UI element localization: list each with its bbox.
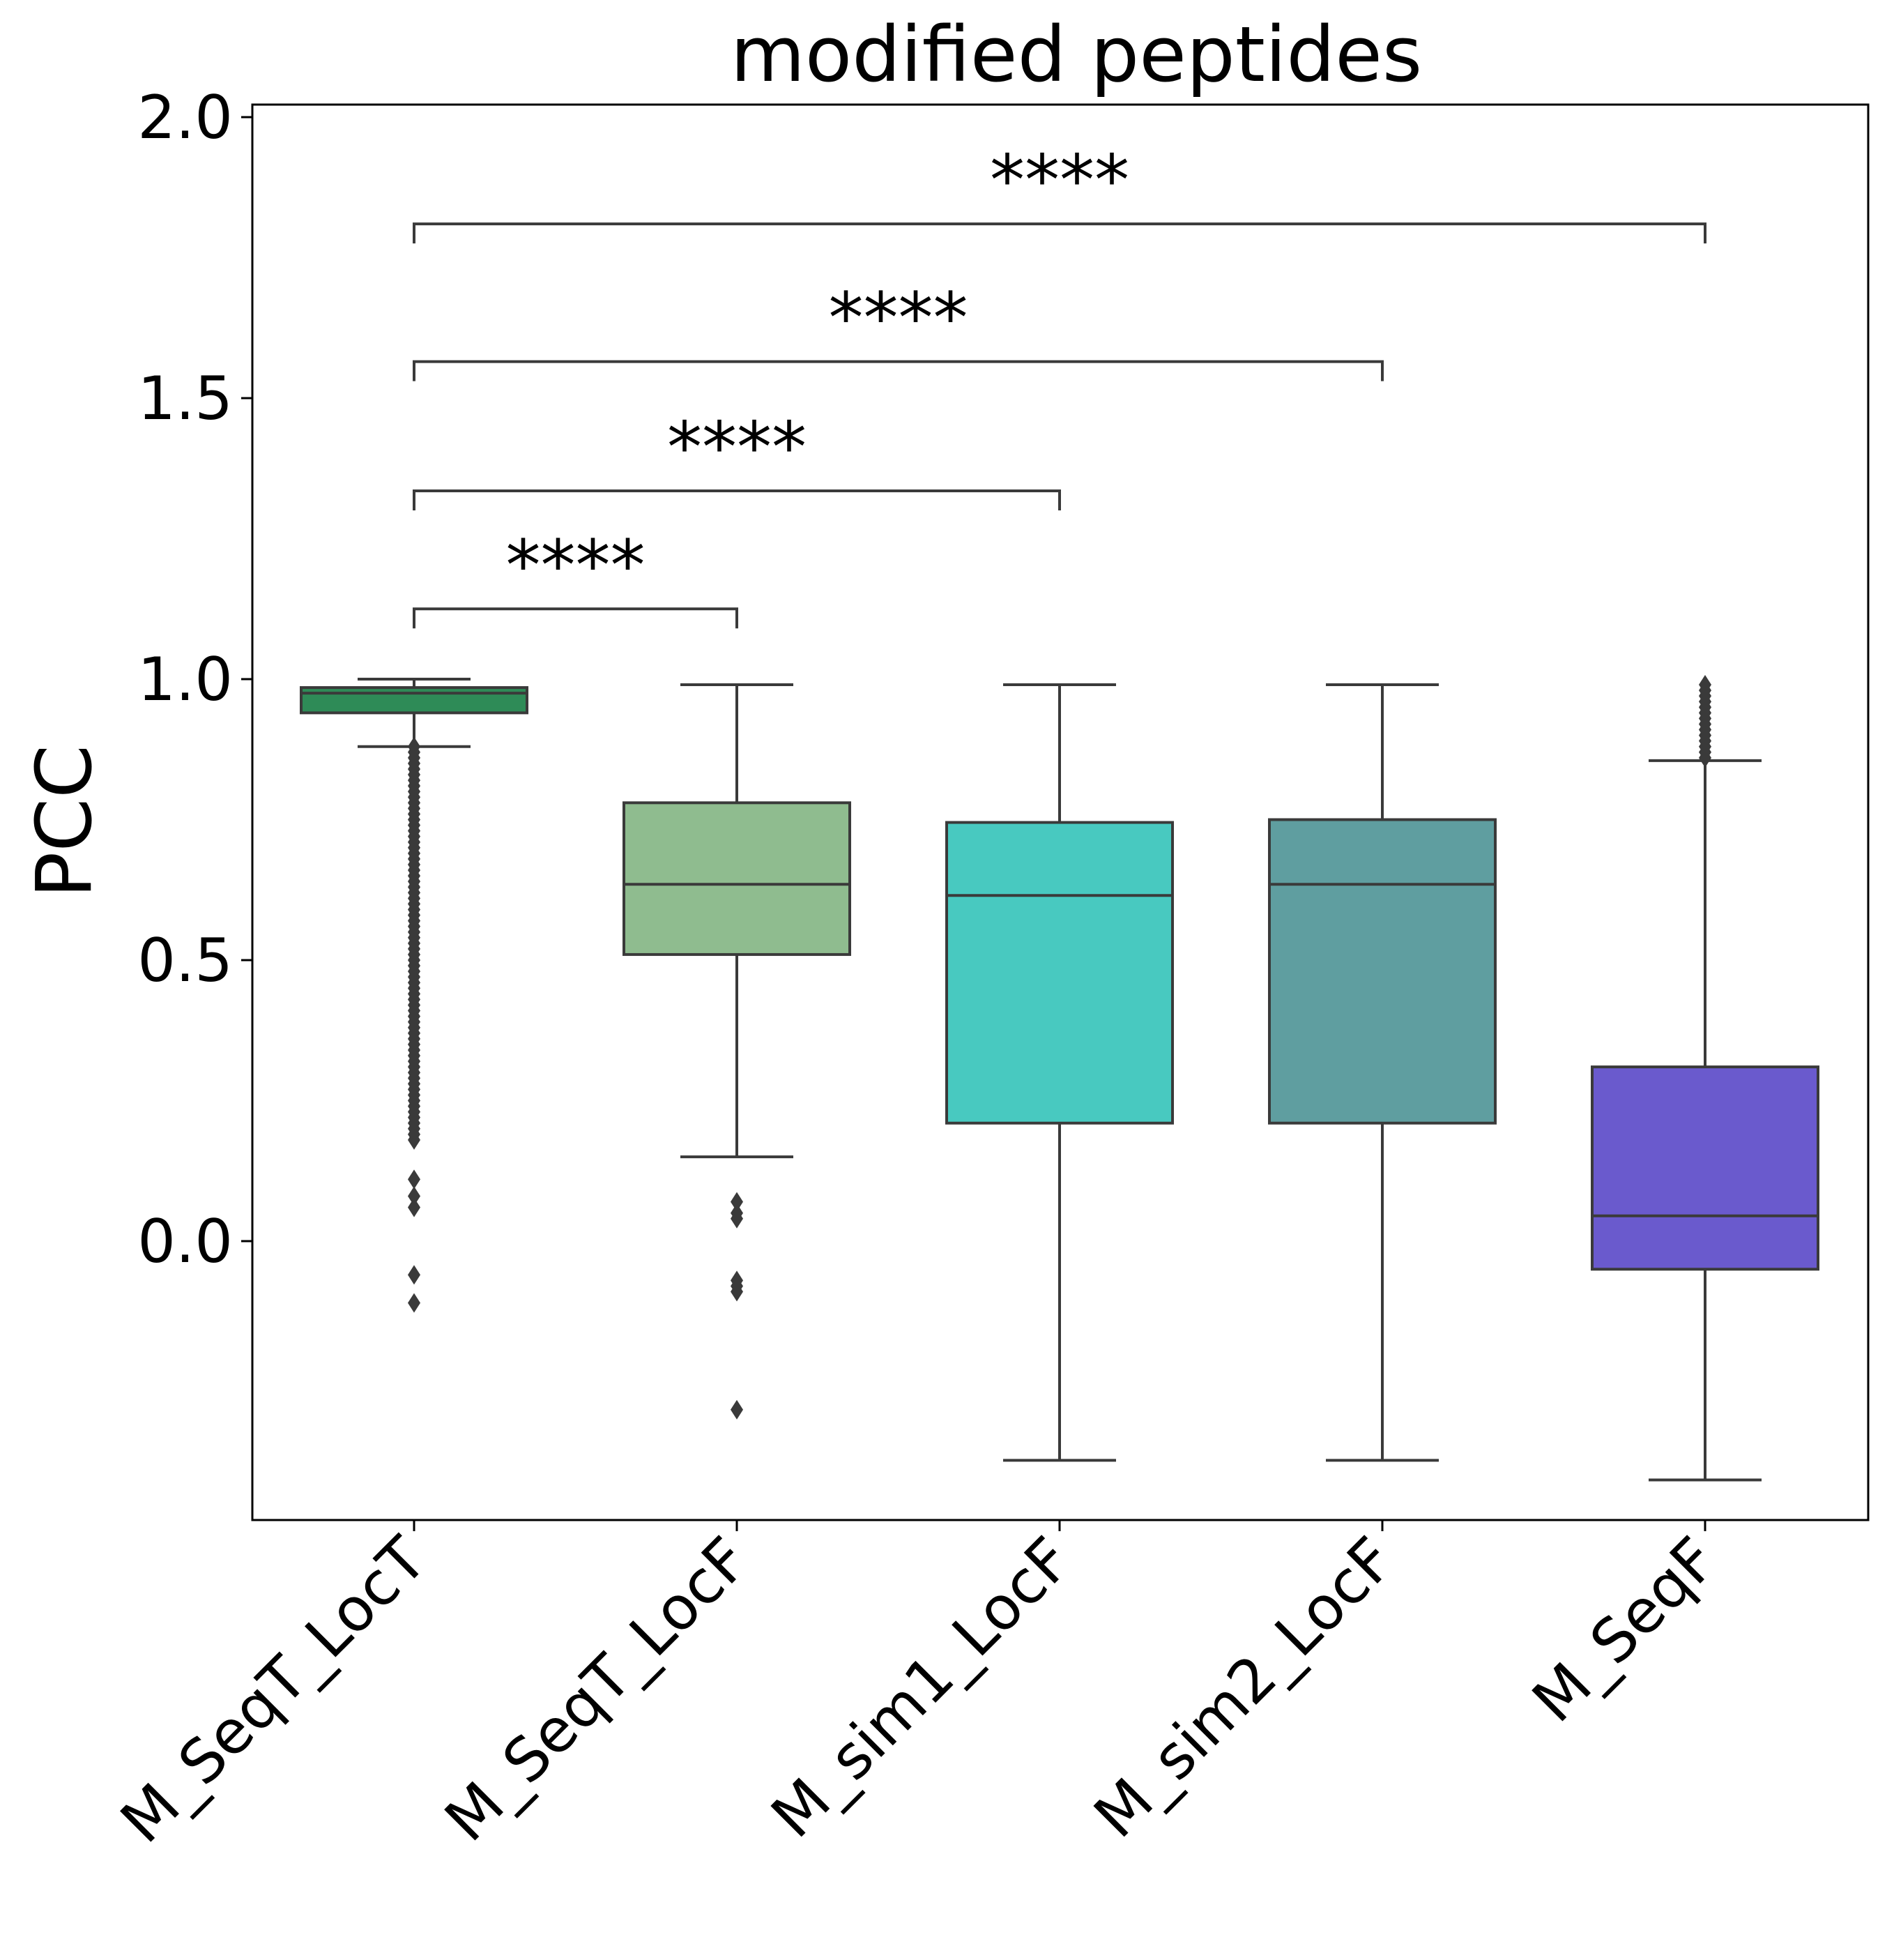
bracket-line (413, 607, 738, 629)
significance-bracket: **** (413, 407, 1061, 510)
box-M_sim1_LocF (945, 683, 1174, 1462)
outlier-point (408, 1186, 420, 1206)
outlier-point (731, 1282, 743, 1302)
outlier-point (731, 1399, 743, 1420)
outlier-point (731, 1192, 743, 1212)
outlier-point (408, 1130, 420, 1150)
iqr-box (1268, 818, 1497, 1125)
box-M_SeqT_LocF (623, 683, 851, 1420)
y-tick-label: 0.0 (137, 1207, 233, 1277)
outlier-point (408, 1197, 420, 1217)
bracket-line (413, 222, 1706, 244)
y-tick-label: 1.0 (137, 645, 233, 715)
significance-bracket: **** (413, 139, 1706, 244)
y-tick-label: 0.5 (137, 926, 233, 996)
significance-bracket: **** (413, 278, 1384, 381)
significance-label: **** (667, 407, 807, 488)
y-axis-label: PCC (20, 745, 109, 898)
outlier-point (408, 1265, 420, 1285)
bracket-line (413, 360, 1384, 381)
y-tick-label: 2.0 (137, 83, 233, 153)
outlier-point (408, 1169, 420, 1190)
y-tick-label: 1.5 (137, 364, 233, 434)
significance-bracket: **** (413, 524, 738, 629)
box-M_SeqF (1591, 675, 1819, 1482)
iqr-box (945, 821, 1174, 1125)
chart-title: modified peptides (731, 10, 1422, 99)
plot-area: **** **** **** **** (300, 139, 1819, 1482)
iqr-box (1591, 1065, 1819, 1271)
significance-label: **** (990, 139, 1129, 221)
outlier-point (731, 1208, 743, 1229)
outlier-point (1699, 675, 1711, 695)
iqr-box (623, 801, 851, 956)
iqr-box (300, 686, 528, 715)
significance-label: **** (506, 524, 646, 606)
box-M_sim2_LocF (1268, 683, 1497, 1462)
box-M_SeqT_LocT (300, 678, 528, 1313)
outlier-point (408, 1293, 420, 1313)
significance-label: **** (829, 278, 968, 359)
bracket-line (413, 489, 1061, 510)
